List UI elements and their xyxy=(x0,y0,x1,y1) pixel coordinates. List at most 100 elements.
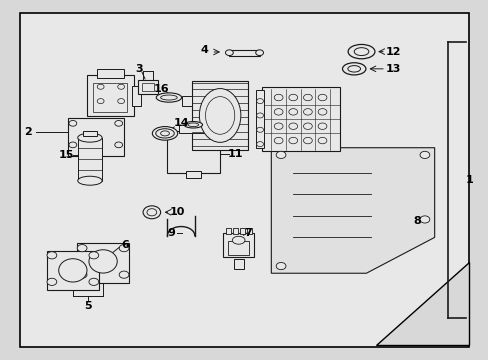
Circle shape xyxy=(119,271,129,278)
Bar xyxy=(83,131,97,136)
Text: 1: 1 xyxy=(465,175,473,185)
Ellipse shape xyxy=(160,131,169,136)
Circle shape xyxy=(303,94,312,101)
Bar xyxy=(246,228,251,234)
Bar xyxy=(240,228,244,234)
Bar xyxy=(97,69,123,78)
Bar xyxy=(261,87,339,151)
Text: 3: 3 xyxy=(135,64,142,74)
Circle shape xyxy=(69,142,77,148)
Text: 13: 13 xyxy=(385,64,401,74)
Circle shape xyxy=(288,137,297,144)
Bar xyxy=(68,118,123,156)
Bar xyxy=(138,80,158,94)
Polygon shape xyxy=(271,148,434,273)
Circle shape xyxy=(69,121,77,126)
Ellipse shape xyxy=(59,259,87,282)
Bar xyxy=(46,251,99,290)
Circle shape xyxy=(274,137,283,144)
Bar xyxy=(223,233,254,257)
Bar xyxy=(227,241,249,255)
Circle shape xyxy=(318,137,326,144)
Ellipse shape xyxy=(225,50,233,55)
Ellipse shape xyxy=(152,127,177,140)
Circle shape xyxy=(115,142,122,148)
Bar xyxy=(181,96,192,107)
Circle shape xyxy=(89,252,99,259)
Circle shape xyxy=(118,84,124,89)
Ellipse shape xyxy=(78,176,102,185)
Ellipse shape xyxy=(353,48,368,55)
Ellipse shape xyxy=(347,66,360,72)
Text: 10: 10 xyxy=(170,207,185,217)
Circle shape xyxy=(276,151,285,158)
Bar xyxy=(78,138,102,181)
Ellipse shape xyxy=(255,50,263,55)
Ellipse shape xyxy=(89,250,117,273)
Circle shape xyxy=(47,252,57,259)
Text: 2: 2 xyxy=(23,127,31,136)
Circle shape xyxy=(288,109,297,115)
Polygon shape xyxy=(375,262,468,345)
Bar xyxy=(142,83,154,91)
Ellipse shape xyxy=(199,89,241,142)
Circle shape xyxy=(89,278,99,285)
Bar xyxy=(192,81,247,149)
Text: 12: 12 xyxy=(385,46,401,57)
Ellipse shape xyxy=(183,122,202,128)
Text: 4: 4 xyxy=(200,45,208,55)
Bar xyxy=(93,83,127,112)
Circle shape xyxy=(303,123,312,130)
Text: 7: 7 xyxy=(244,228,252,238)
Circle shape xyxy=(147,209,157,216)
Text: 16: 16 xyxy=(154,84,169,94)
Circle shape xyxy=(77,271,87,278)
Circle shape xyxy=(47,278,57,285)
Circle shape xyxy=(276,262,285,270)
Bar xyxy=(233,258,243,269)
Ellipse shape xyxy=(187,123,198,127)
Circle shape xyxy=(274,123,283,130)
Circle shape xyxy=(288,123,297,130)
Circle shape xyxy=(256,141,263,147)
Circle shape xyxy=(143,206,160,219)
Text: 6: 6 xyxy=(121,240,129,250)
Bar xyxy=(87,75,133,116)
Bar xyxy=(185,171,200,178)
Circle shape xyxy=(256,99,263,104)
Text: 15: 15 xyxy=(59,150,74,160)
Circle shape xyxy=(274,109,283,115)
Bar xyxy=(229,50,259,55)
Ellipse shape xyxy=(347,44,374,59)
Circle shape xyxy=(318,94,326,101)
Ellipse shape xyxy=(205,96,234,134)
Circle shape xyxy=(119,244,129,252)
Text: 5: 5 xyxy=(84,301,92,311)
Circle shape xyxy=(97,99,104,104)
Ellipse shape xyxy=(232,236,244,244)
Bar xyxy=(166,131,219,173)
Circle shape xyxy=(303,137,312,144)
Bar xyxy=(179,126,207,134)
Ellipse shape xyxy=(342,63,365,75)
Circle shape xyxy=(318,123,326,130)
Ellipse shape xyxy=(156,93,181,102)
Ellipse shape xyxy=(78,133,102,142)
Circle shape xyxy=(115,121,122,126)
Circle shape xyxy=(318,109,326,115)
Bar xyxy=(233,228,238,234)
Circle shape xyxy=(288,94,297,101)
Circle shape xyxy=(118,99,124,104)
Circle shape xyxy=(256,113,263,118)
Circle shape xyxy=(303,109,312,115)
Text: 14: 14 xyxy=(173,118,188,128)
Circle shape xyxy=(419,151,429,158)
Circle shape xyxy=(77,244,87,252)
Bar xyxy=(255,90,264,148)
Text: 9: 9 xyxy=(167,228,175,238)
Circle shape xyxy=(274,94,283,101)
Text: 8: 8 xyxy=(413,216,421,226)
Ellipse shape xyxy=(156,129,174,138)
Circle shape xyxy=(97,84,104,89)
Text: 11: 11 xyxy=(227,149,243,159)
